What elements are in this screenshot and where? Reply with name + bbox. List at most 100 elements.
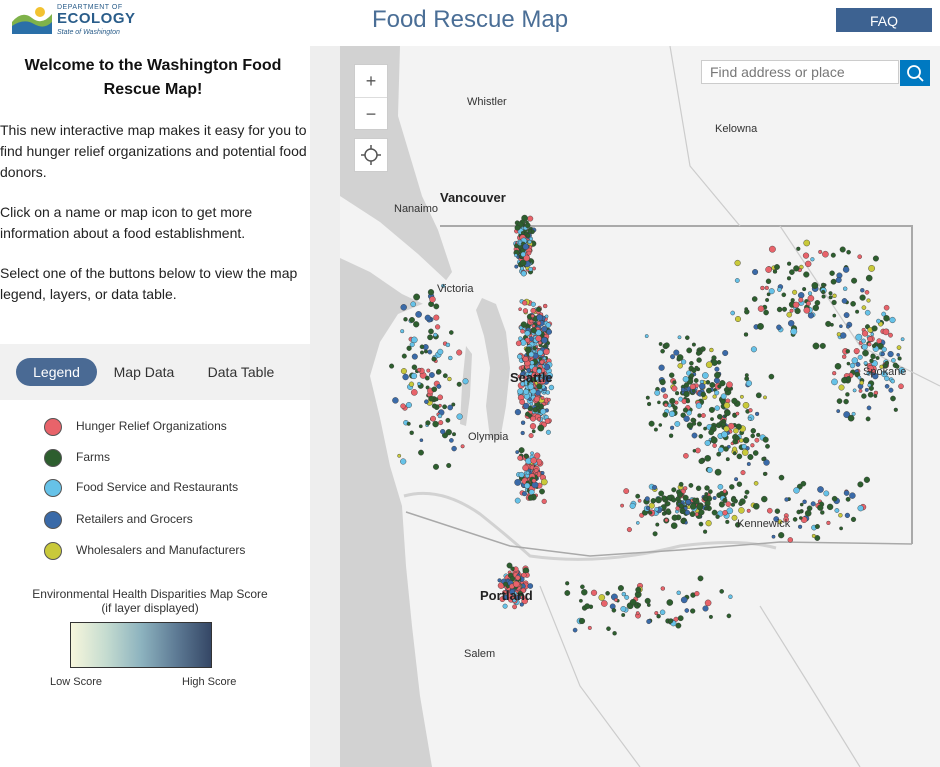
map-marker[interactable] xyxy=(774,508,781,514)
map-marker[interactable] xyxy=(859,380,864,385)
map-marker[interactable] xyxy=(706,467,713,473)
map-marker[interactable] xyxy=(843,286,848,291)
map-marker[interactable] xyxy=(392,397,399,404)
map-marker[interactable] xyxy=(626,527,632,533)
map-marker[interactable] xyxy=(708,406,715,413)
map-marker[interactable] xyxy=(669,372,675,378)
map-marker[interactable] xyxy=(520,270,527,277)
map-marker[interactable] xyxy=(688,482,694,488)
map-marker[interactable] xyxy=(542,303,548,309)
map-marker[interactable] xyxy=(710,436,718,444)
map-marker[interactable] xyxy=(803,271,810,278)
map-marker[interactable] xyxy=(429,372,435,378)
map-marker[interactable] xyxy=(835,276,842,283)
map-marker[interactable] xyxy=(734,521,741,528)
map-marker[interactable] xyxy=(860,288,865,293)
map-marker[interactable] xyxy=(888,332,893,338)
map-marker[interactable] xyxy=(540,373,546,379)
map-marker[interactable] xyxy=(425,420,431,426)
map-marker[interactable] xyxy=(778,474,785,481)
map-marker[interactable] xyxy=(533,396,540,403)
map-marker[interactable] xyxy=(536,368,542,374)
map-marker[interactable] xyxy=(525,470,530,475)
map-marker[interactable] xyxy=(437,413,443,419)
map-marker[interactable] xyxy=(647,401,652,407)
map-marker[interactable] xyxy=(735,423,742,430)
map-marker[interactable] xyxy=(658,364,665,371)
map-marker[interactable] xyxy=(821,282,826,288)
map-marker[interactable] xyxy=(669,397,676,405)
tab-map-data[interactable]: Map Data xyxy=(113,364,175,380)
map-marker[interactable] xyxy=(416,367,422,372)
map-marker[interactable] xyxy=(719,490,725,497)
map-marker[interactable] xyxy=(798,516,803,520)
map-marker[interactable] xyxy=(431,356,437,362)
map-marker[interactable] xyxy=(705,379,711,385)
map-marker[interactable] xyxy=(546,328,553,335)
map-marker[interactable] xyxy=(534,452,541,459)
map-marker[interactable] xyxy=(714,405,720,411)
map-marker[interactable] xyxy=(787,261,792,266)
map-marker[interactable] xyxy=(502,603,508,609)
map-marker[interactable] xyxy=(530,307,536,314)
map-marker[interactable] xyxy=(844,512,851,519)
map-marker[interactable] xyxy=(734,435,740,441)
map-marker[interactable] xyxy=(806,301,811,306)
map-marker[interactable] xyxy=(657,400,661,405)
map-marker[interactable] xyxy=(637,603,642,607)
map-marker[interactable] xyxy=(523,402,530,410)
map-marker[interactable] xyxy=(734,259,741,267)
map-marker[interactable] xyxy=(541,325,548,332)
map-marker[interactable] xyxy=(714,390,720,396)
map-marker[interactable] xyxy=(726,381,733,389)
map-marker[interactable] xyxy=(868,385,874,391)
map-marker[interactable] xyxy=(448,355,453,361)
map-marker[interactable] xyxy=(521,491,527,497)
map-marker[interactable] xyxy=(792,517,798,522)
map-marker[interactable] xyxy=(456,349,463,356)
map-marker[interactable] xyxy=(600,600,608,607)
map-marker[interactable] xyxy=(433,303,440,310)
map-marker[interactable] xyxy=(810,257,815,262)
map-marker[interactable] xyxy=(852,388,857,393)
map-marker[interactable] xyxy=(509,589,515,595)
map-marker[interactable] xyxy=(540,470,545,475)
map-marker[interactable] xyxy=(842,354,847,359)
map-marker[interactable] xyxy=(893,407,898,412)
map-marker[interactable] xyxy=(449,330,454,335)
map-marker[interactable] xyxy=(535,405,540,410)
map-marker[interactable] xyxy=(768,288,775,295)
map-marker[interactable] xyxy=(456,381,462,387)
map-marker[interactable] xyxy=(858,388,863,393)
map-marker[interactable] xyxy=(734,477,739,482)
map-marker[interactable] xyxy=(671,385,678,392)
map-marker[interactable] xyxy=(515,595,521,601)
map-marker[interactable] xyxy=(503,581,508,587)
map-marker[interactable] xyxy=(531,478,537,484)
map-marker[interactable] xyxy=(867,383,872,388)
map-marker[interactable] xyxy=(406,345,412,351)
map-marker[interactable] xyxy=(424,399,429,405)
map-marker[interactable] xyxy=(400,368,407,375)
map-view[interactable]: + − Whistler Kelowna Vancouver Nanaimo V… xyxy=(340,46,940,767)
map-marker[interactable] xyxy=(686,347,693,354)
map-marker[interactable] xyxy=(540,378,546,385)
map-marker[interactable] xyxy=(794,307,801,315)
map-marker[interactable] xyxy=(680,387,686,392)
map-marker[interactable] xyxy=(865,274,873,282)
map-marker[interactable] xyxy=(590,589,598,596)
map-marker[interactable] xyxy=(703,506,708,511)
map-marker[interactable] xyxy=(755,411,760,416)
map-marker[interactable] xyxy=(817,486,824,493)
map-marker[interactable] xyxy=(520,321,527,328)
map-marker[interactable] xyxy=(750,443,755,448)
map-marker[interactable] xyxy=(411,364,418,370)
map-marker[interactable] xyxy=(675,506,680,511)
map-marker[interactable] xyxy=(704,454,712,462)
map-marker[interactable] xyxy=(537,349,544,356)
map-marker[interactable] xyxy=(776,306,783,313)
map-marker[interactable] xyxy=(814,524,820,530)
map-marker[interactable] xyxy=(520,251,526,258)
map-marker[interactable] xyxy=(544,418,551,425)
map-marker[interactable] xyxy=(433,332,438,337)
